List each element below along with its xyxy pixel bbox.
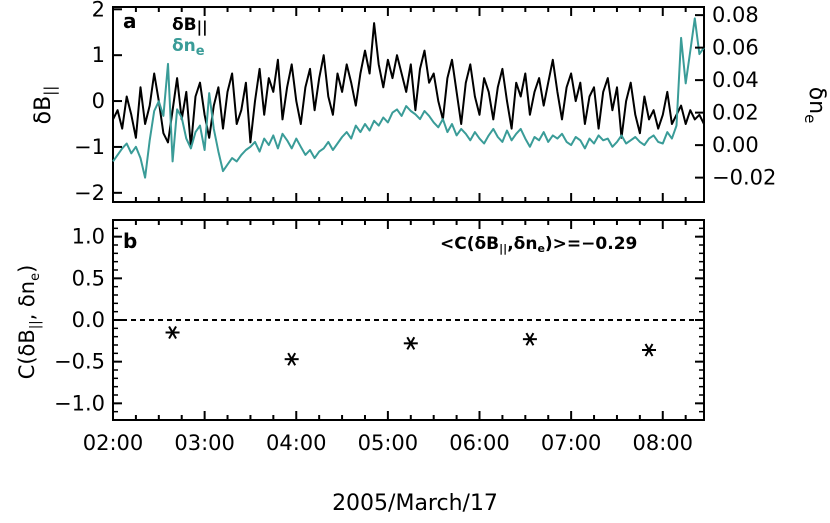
panel-a-right-axis: −0.02 0.00 0.02 0.04 0.06 0.08 <box>695 3 776 190</box>
b-y-tick-label: 0.0 <box>72 308 105 332</box>
right-tick-label: 0.06 <box>712 36 759 60</box>
panel-b-ylabel: C(δB||, δne) <box>15 265 43 380</box>
right-ylabel-sub: e <box>801 114 819 123</box>
annotation-pre: <C(δB <box>440 234 499 254</box>
x-tick-label: 08:00 <box>633 431 694 455</box>
mean-correlation-annotation: <C(δB||,δne)>=−0.29 <box>440 234 637 255</box>
b-y-tick-label: 0.5 <box>72 266 105 290</box>
b-y-tick-label: −0.5 <box>54 350 105 374</box>
annotation-mid: ,δn <box>507 234 537 254</box>
legend-dn-main: δn <box>172 36 196 56</box>
right-tick-label: 0.02 <box>712 101 759 125</box>
x-tick-label: 04:00 <box>266 431 327 455</box>
legend-dn-sub: e <box>196 44 205 59</box>
b-ylabel-main: C(δB <box>15 329 39 379</box>
legend-db-main: δB <box>172 15 197 35</box>
x-tick-label: 05:00 <box>358 431 419 455</box>
left-ylabel-main: δB <box>31 96 56 125</box>
left-tick-label: −2 <box>74 181 105 205</box>
panel-b-x-axis <box>112 220 687 420</box>
b-ylabel-mid: , δn <box>15 281 39 321</box>
correlation-point <box>165 325 180 340</box>
correlation-point <box>284 352 299 366</box>
correlation-point <box>403 336 418 350</box>
b-ylabel-sub2: e <box>28 273 43 281</box>
panel-b: −1.0−0.50.00.51.0 b <C(δB||,δne)>=−0.29 … <box>15 219 705 421</box>
x-tick-label: 07:00 <box>541 431 602 455</box>
legend-entry-db: δB|| <box>172 15 208 37</box>
right-ylabel-main: δn <box>804 87 829 114</box>
b-ylabel-end: ) <box>15 265 39 273</box>
panel-a-left-axis: −2 −1 0 1 2 <box>74 0 122 205</box>
left-tick-label: 2 <box>92 0 105 21</box>
right-tick-label: 0.00 <box>712 133 759 157</box>
annotation-post: )>=−0.29 <box>545 234 637 254</box>
x-axis-label: 2005/March/17 <box>332 491 498 516</box>
panel-b-points <box>165 325 657 366</box>
x-tick-label: 03:00 <box>174 431 235 455</box>
series-line-db-parallel <box>112 22 705 148</box>
panel-a-label: a <box>123 9 137 33</box>
x-tick-labels: 02:00 03:00 04:00 05:00 06:00 07:00 08:00 <box>83 431 693 455</box>
left-tick-label: −1 <box>74 135 105 159</box>
panel-a-left-ylabel: δB|| <box>31 86 59 125</box>
panel-a-right-ylabel: δne <box>801 87 829 124</box>
correlation-point <box>642 343 657 357</box>
b-y-tick-label: 1.0 <box>72 225 105 249</box>
right-tick-label: 0.08 <box>712 3 759 27</box>
right-tick-label: −0.02 <box>712 166 776 190</box>
legend-db-sub: || <box>197 18 208 37</box>
panel-b-label: b <box>123 229 137 253</box>
x-tick-label: 06:00 <box>449 431 510 455</box>
legend-entry-dn: δne <box>172 36 205 59</box>
correlation-point <box>522 332 537 346</box>
b-y-tick-label: −1.0 <box>54 391 105 415</box>
panel-a-series <box>112 17 705 179</box>
left-ylabel-sub: || <box>41 86 59 96</box>
left-tick-label: 0 <box>92 89 105 113</box>
right-tick-label: 0.04 <box>712 68 759 92</box>
left-tick-label: 1 <box>92 43 105 67</box>
b-ylabel-sub1: || <box>28 320 43 329</box>
annotation-sub2: e <box>537 242 544 255</box>
panel-b-y-axis: −1.0 −0.5 0.0 0.5 1.0 <box>54 219 704 421</box>
series-line-dn-e <box>112 17 705 179</box>
x-tick-label: 02:00 <box>83 431 144 455</box>
panel-a-frame <box>112 6 705 203</box>
panel-a-x-axis <box>112 7 687 202</box>
annotation-sub1: || <box>499 242 507 255</box>
